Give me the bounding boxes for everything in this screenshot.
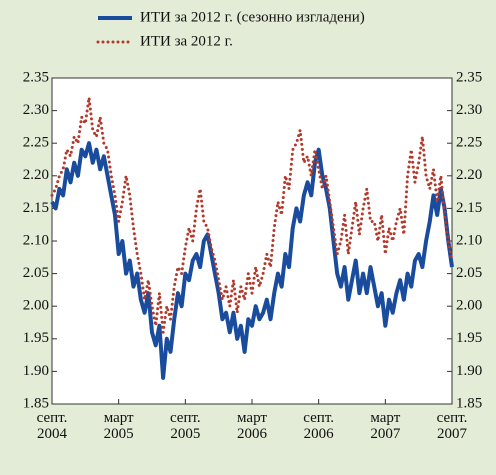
y-tick-label: 1.90 <box>456 363 482 379</box>
legend-label: ИТИ за 2012 г. <box>140 33 233 49</box>
y-tick-label: 2.30 <box>23 102 49 118</box>
y-tick-label: 2.30 <box>456 102 482 118</box>
y-tick-label: 2.20 <box>23 167 49 183</box>
x-tick-label: септ. 2007 <box>436 410 468 442</box>
series-line <box>50 97 454 333</box>
y-tick-label: 2.10 <box>456 232 482 248</box>
x-tick-label: септ. 2004 <box>36 410 68 442</box>
y-tick-label: 1.85 <box>456 395 482 411</box>
legend-label: ИТИ за 2012 г. (сезонно изгладени) <box>140 9 365 25</box>
x-tick-label: март 2007 <box>370 410 401 442</box>
x-tick-label: март 2005 <box>103 410 134 442</box>
y-tick-label: 2.00 <box>23 298 49 314</box>
y-tick-label: 2.15 <box>456 200 482 216</box>
y-tick-label: 2.05 <box>456 265 482 281</box>
y-tick-label: 2.25 <box>456 135 482 151</box>
x-tick-label: септ. 2005 <box>169 410 201 442</box>
y-tick-label: 1.90 <box>23 363 49 379</box>
y-tick-label: 2.00 <box>456 298 482 314</box>
y-tick-label: 1.95 <box>23 330 49 346</box>
y-tick-label: 1.95 <box>456 330 482 346</box>
y-tick-label: 2.35 <box>23 69 49 85</box>
y-tick-label: 2.10 <box>23 232 49 248</box>
x-tick-label: септ. 2006 <box>303 410 334 442</box>
y-tick-label: 1.85 <box>23 395 49 411</box>
y-tick-label: 2.20 <box>456 167 482 183</box>
x-tick-label: март 2006 <box>237 410 267 442</box>
y-tick-label: 2.25 <box>23 135 49 151</box>
y-tick-label: 2.05 <box>23 265 49 281</box>
plot-area <box>51 77 453 405</box>
y-tick-label: 2.15 <box>23 200 49 216</box>
series-line <box>50 141 454 380</box>
y-tick-label: 2.35 <box>456 69 482 85</box>
